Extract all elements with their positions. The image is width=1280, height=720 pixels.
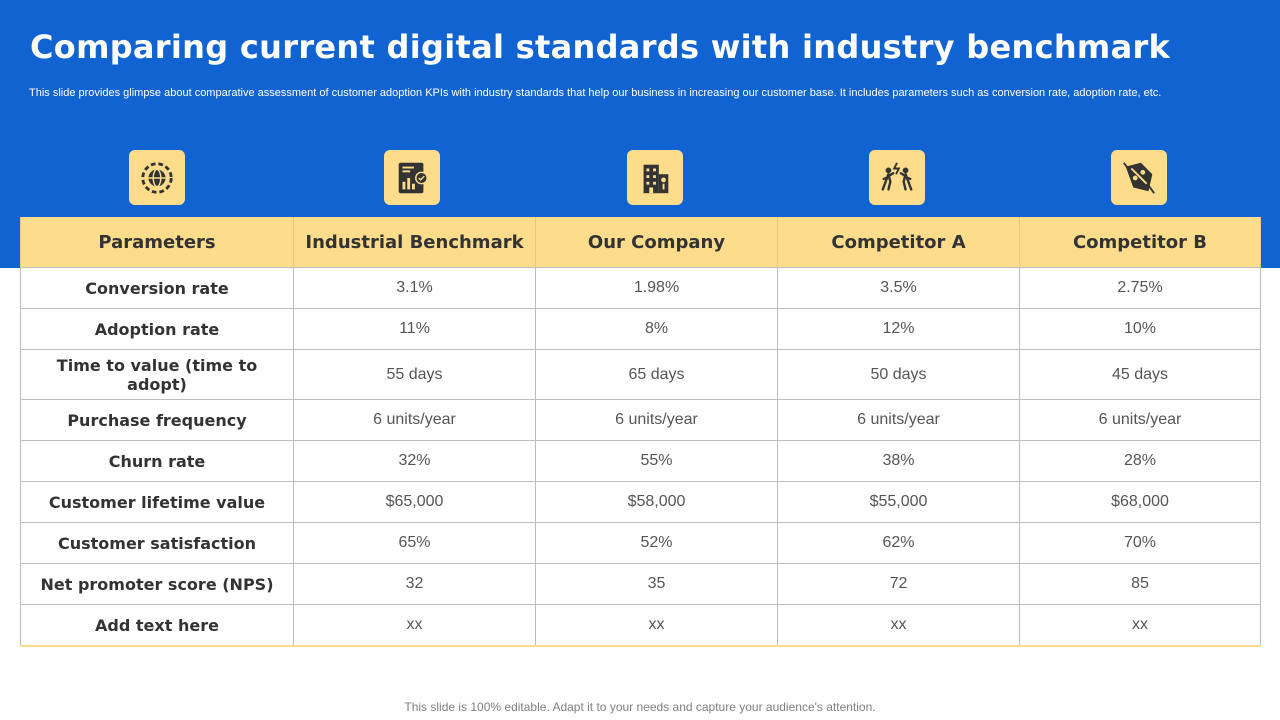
value-cell: $58,000 <box>535 481 778 523</box>
value-cell: 85 <box>1019 563 1261 605</box>
parameter-cell: Add text here <box>20 604 294 647</box>
value-cell: 62% <box>777 522 1020 564</box>
table-row: Churn rate 32% 55% 38% 28% <box>20 440 1261 482</box>
table-row: Net promoter score (NPS) 32 35 72 85 <box>20 563 1261 605</box>
value-cell: 32 <box>293 563 536 605</box>
header-competitor-b: Competitor B <box>1019 217 1261 268</box>
building-icon <box>627 150 683 205</box>
value-cell: 32% <box>293 440 536 482</box>
value-cell: xx <box>535 604 778 647</box>
value-cell: xx <box>777 604 1020 647</box>
table-row: Time to value (time to adopt) 55 days 65… <box>20 349 1261 400</box>
value-cell: 55 days <box>293 349 536 400</box>
parameter-cell: Customer satisfaction <box>20 522 294 564</box>
value-cell: $55,000 <box>777 481 1020 523</box>
parameter-cell: Conversion rate <box>20 267 294 309</box>
value-cell: 6 units/year <box>293 399 536 441</box>
value-cell: 35 <box>535 563 778 605</box>
value-cell: 70% <box>1019 522 1261 564</box>
header-competitor-a: Competitor A <box>777 217 1020 268</box>
value-cell: $65,000 <box>293 481 536 523</box>
value-cell: 12% <box>777 308 1020 350</box>
value-cell: 6 units/year <box>1019 399 1261 441</box>
slide-title: Comparing current digital standards with… <box>30 28 1171 66</box>
value-cell: 6 units/year <box>535 399 778 441</box>
value-cell: 52% <box>535 522 778 564</box>
value-cell: xx <box>1019 604 1261 647</box>
value-cell: 50 days <box>777 349 1020 400</box>
parameter-cell: Time to value (time to adopt) <box>20 349 294 400</box>
value-cell: $68,000 <box>1019 481 1261 523</box>
header-industrial-benchmark: Industrial Benchmark <box>293 217 536 268</box>
report-chart-icon <box>384 150 440 205</box>
gear-globe-icon <box>129 150 185 205</box>
table-header-row: Parameters Industrial Benchmark Our Comp… <box>20 217 1261 268</box>
competing-people-icon <box>869 150 925 205</box>
table-row: Customer satisfaction 65% 52% 62% 70% <box>20 522 1261 564</box>
value-cell: 55% <box>535 440 778 482</box>
table-row: Add text here xx xx xx xx <box>20 604 1261 647</box>
value-cell: 10% <box>1019 308 1261 350</box>
header-parameters: Parameters <box>20 217 294 268</box>
value-cell: 28% <box>1019 440 1261 482</box>
parameter-cell: Adoption rate <box>20 308 294 350</box>
value-cell: 11% <box>293 308 536 350</box>
price-tag-icon <box>1111 150 1167 205</box>
header-our-company: Our Company <box>535 217 778 268</box>
value-cell: 65 days <box>535 349 778 400</box>
value-cell: 3.5% <box>777 267 1020 309</box>
value-cell: 1.98% <box>535 267 778 309</box>
value-cell: 45 days <box>1019 349 1261 400</box>
table-row: Adoption rate 11% 8% 12% 10% <box>20 308 1261 350</box>
kpi-comparison-table: Parameters Industrial Benchmark Our Comp… <box>20 217 1261 647</box>
value-cell: 65% <box>293 522 536 564</box>
parameter-cell: Purchase frequency <box>20 399 294 441</box>
parameter-cell: Customer lifetime value <box>20 481 294 523</box>
parameter-cell: Churn rate <box>20 440 294 482</box>
table-row: Conversion rate 3.1% 1.98% 3.5% 2.75% <box>20 267 1261 309</box>
table-row: Customer lifetime value $65,000 $58,000 … <box>20 481 1261 523</box>
parameter-cell: Net promoter score (NPS) <box>20 563 294 605</box>
value-cell: 38% <box>777 440 1020 482</box>
value-cell: 72 <box>777 563 1020 605</box>
value-cell: xx <box>293 604 536 647</box>
value-cell: 8% <box>535 308 778 350</box>
table-row: Purchase frequency 6 units/year 6 units/… <box>20 399 1261 441</box>
value-cell: 2.75% <box>1019 267 1261 309</box>
slide-subtitle: This slide provides glimpse about compar… <box>29 87 1162 99</box>
value-cell: 3.1% <box>293 267 536 309</box>
value-cell: 6 units/year <box>777 399 1020 441</box>
footer-note: This slide is 100% editable. Adapt it to… <box>404 700 876 714</box>
